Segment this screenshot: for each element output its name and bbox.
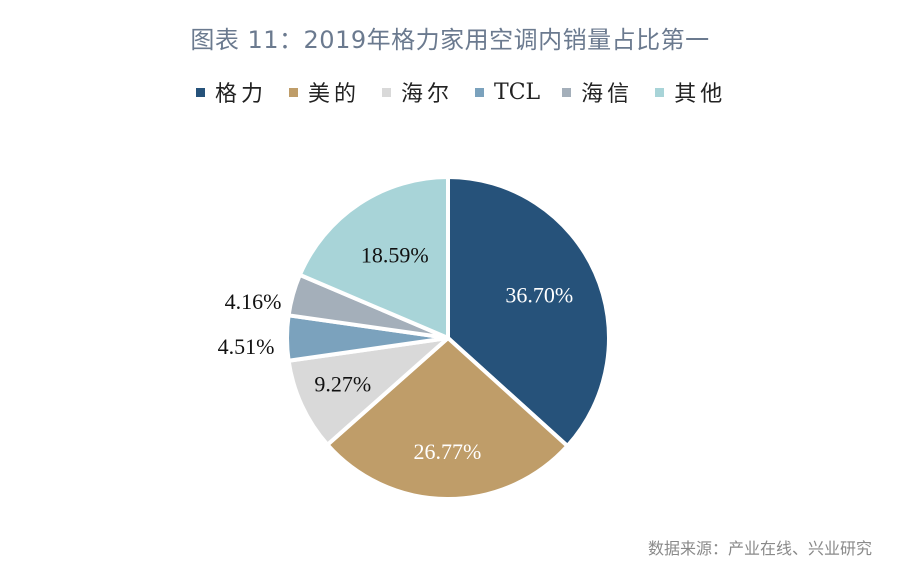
legend-swatch (382, 87, 392, 97)
legend-item-others: 其他 (655, 76, 726, 108)
legend-label: 海尔 (401, 82, 454, 107)
slice-gree (446, 175, 611, 448)
legend-item-haier: 海尔 (382, 76, 453, 108)
legend-swatch (562, 87, 572, 97)
pie-slices (285, 175, 611, 501)
slice-midea (325, 336, 570, 501)
chart-legend: 格力 美的 海尔 TCL 海信 其他 (196, 76, 748, 108)
slice-others (297, 175, 450, 340)
slice-label: 4.16% (225, 289, 282, 314)
legend-label: TCL (494, 79, 541, 105)
pie-labels: 36.70% 26.77% 9.27% 4.51% 4.16% 18.59% (218, 242, 574, 464)
legend-label: 其他 (674, 82, 727, 107)
slice-label: 9.27% (314, 372, 371, 397)
legend-label: 美的 (308, 82, 361, 107)
legend-swatch (196, 87, 205, 97)
slice-label: 18.59% (361, 242, 429, 267)
slice-label: 26.77% (413, 439, 481, 464)
slice-label: 4.51% (218, 334, 275, 359)
chart-title: 图表 11：2019年格力家用空调内销量占比第一 (190, 26, 710, 54)
legend-item-hisense: 海信 (562, 76, 633, 108)
legend-swatch (475, 87, 485, 97)
legend-label: 海信 (581, 82, 634, 107)
legend-swatch (289, 87, 299, 97)
legend-item-tcl: TCL (475, 80, 540, 105)
legend-label: 格力 (215, 82, 268, 107)
legend-item-midea: 美的 (289, 76, 360, 108)
legend-swatch (655, 87, 665, 97)
slice-label: 36.70% (505, 283, 573, 308)
source-note: 数据来源：产业在线、兴业研究 (647, 539, 872, 558)
legend-item-gree: 格力 (196, 76, 267, 108)
